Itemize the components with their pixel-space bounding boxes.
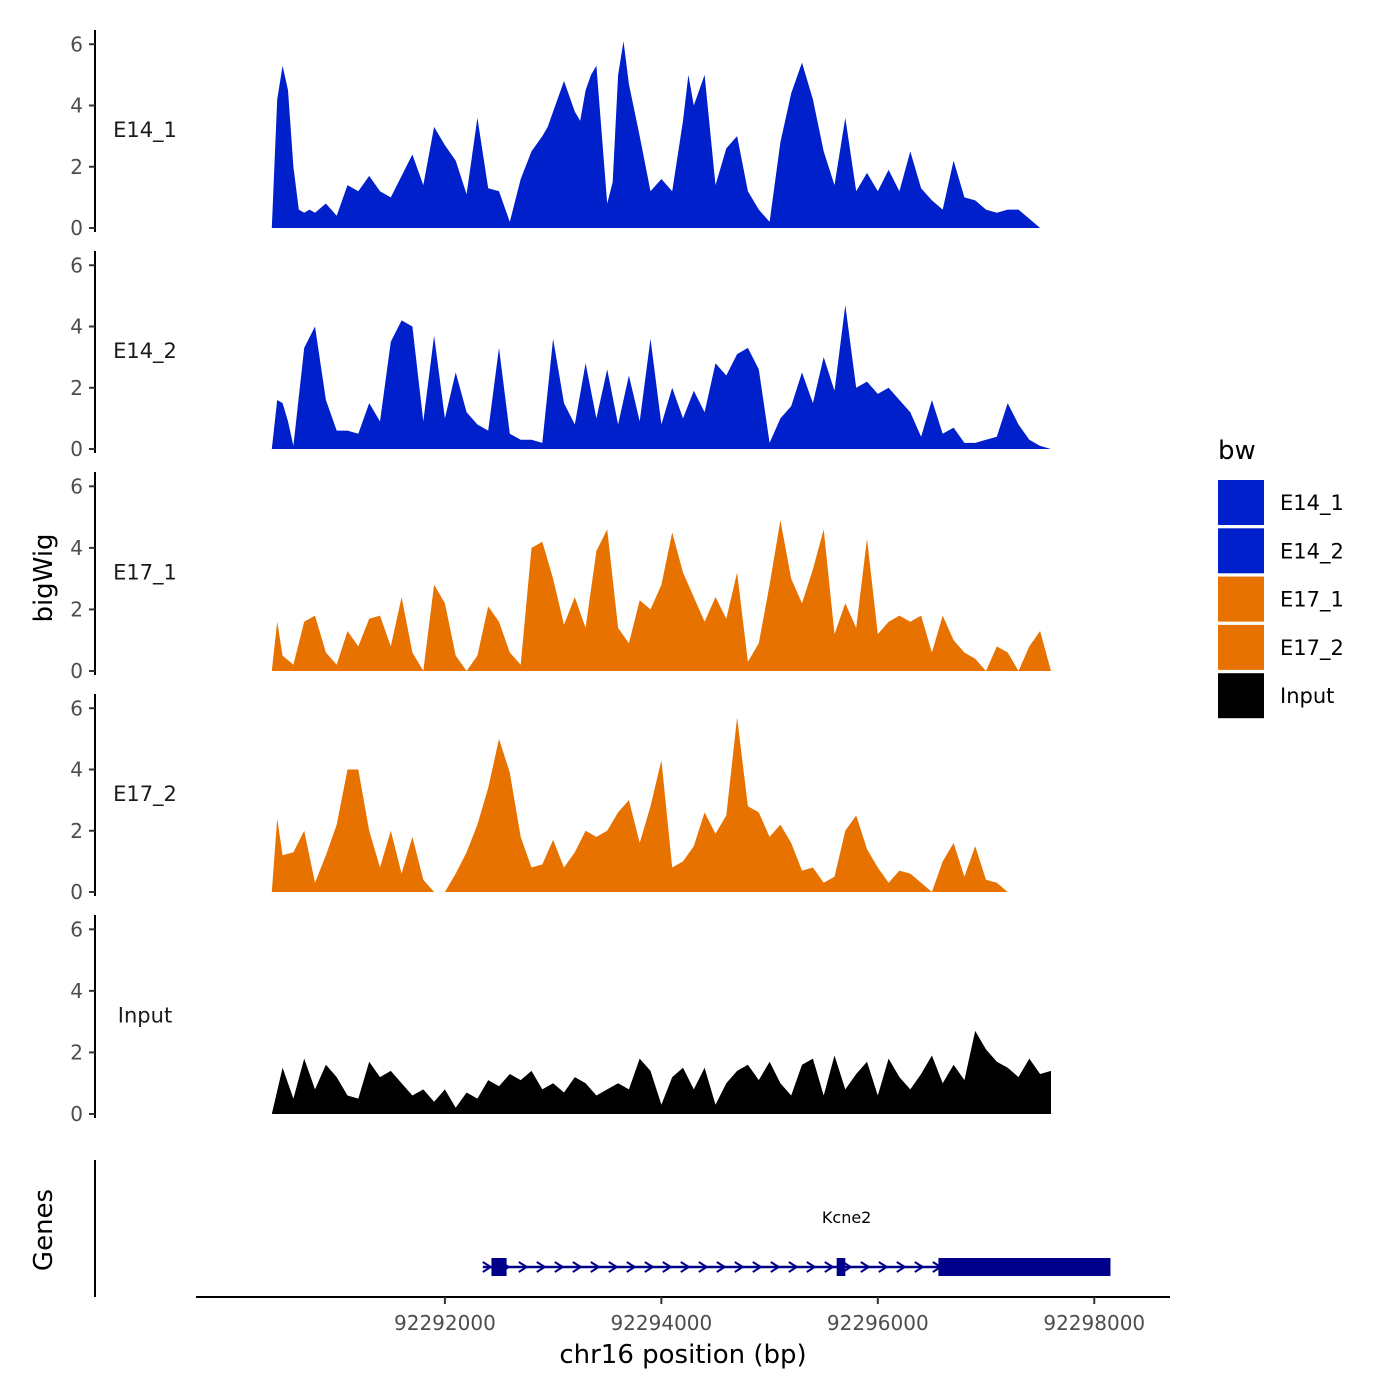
legend-swatch bbox=[1218, 480, 1264, 525]
strand-arrow bbox=[590, 1261, 601, 1273]
legend-label: E14_1 bbox=[1280, 491, 1344, 516]
x-axis-title: chr16 position (bp) bbox=[559, 1340, 806, 1370]
track-label: E17_2 bbox=[113, 782, 177, 807]
track-label: E17_1 bbox=[113, 561, 177, 586]
legend-item-E14_2: E14_2 bbox=[1218, 528, 1344, 574]
strand-arrow bbox=[914, 1261, 925, 1273]
strand-arrow bbox=[572, 1261, 583, 1273]
y-tick-label: 2 bbox=[70, 155, 83, 179]
track-label: E14_1 bbox=[113, 118, 177, 143]
track-E14_1: 0 2 4 6 E14_1 bbox=[70, 30, 1041, 240]
legend-label: E17_2 bbox=[1280, 636, 1344, 661]
track-label: E14_2 bbox=[113, 339, 177, 364]
x-axis: 92292000 92294000 92296000 92298000 bbox=[196, 1296, 1170, 1335]
track-label: Input bbox=[118, 1004, 172, 1028]
strand-arrow bbox=[482, 1261, 493, 1273]
coverage-area-Input bbox=[271, 1030, 1051, 1114]
x-tick-label: 92294000 bbox=[610, 1311, 712, 1335]
y-tick-label: 2 bbox=[70, 376, 83, 400]
strand-arrow bbox=[896, 1261, 907, 1273]
y-tick-label: 6 bbox=[70, 474, 83, 498]
legend-label: E14_2 bbox=[1280, 539, 1344, 564]
strand-arrow bbox=[626, 1261, 637, 1273]
legend-item-E14_1: E14_1 bbox=[1218, 480, 1344, 525]
strand-arrow bbox=[662, 1261, 673, 1273]
y-tick-label: 0 bbox=[70, 216, 83, 240]
legend-item-E17_1: E17_1 bbox=[1218, 576, 1344, 622]
strand-arrow bbox=[536, 1261, 547, 1273]
strand-arrow bbox=[608, 1261, 619, 1273]
coverage-area-E17_2 bbox=[271, 717, 1030, 892]
legend-swatch bbox=[1218, 624, 1264, 670]
strand-arrow bbox=[788, 1261, 799, 1273]
y-tick-label: 4 bbox=[70, 536, 83, 560]
y-tick-label: 4 bbox=[70, 758, 83, 782]
y-tick-label: 6 bbox=[70, 253, 83, 277]
gene-track-title: Genes bbox=[29, 1189, 59, 1271]
track-E17_1: 0 2 4 6 E17_1 bbox=[70, 472, 1051, 683]
legend: bw E14_1 E14_2 E17_1 E17_2 Input bbox=[1218, 436, 1344, 719]
y-tick-label: 4 bbox=[70, 94, 83, 118]
legend-item-E17_2: E17_2 bbox=[1218, 624, 1344, 670]
y-tick-label: 4 bbox=[70, 315, 83, 339]
legend-swatch bbox=[1218, 528, 1264, 574]
x-tick-label: 92296000 bbox=[827, 1311, 929, 1335]
legend-swatch bbox=[1218, 673, 1264, 719]
gene-exon bbox=[836, 1258, 846, 1276]
y-tick-label: 6 bbox=[70, 917, 83, 941]
coverage-area-E14_1 bbox=[271, 41, 1041, 229]
x-tick-label: 92298000 bbox=[1043, 1311, 1145, 1335]
track-Input: 0 2 4 6 Input bbox=[70, 915, 1051, 1126]
gene-exon bbox=[491, 1258, 507, 1276]
legend-swatch bbox=[1218, 576, 1264, 622]
gene-exon bbox=[938, 1258, 1111, 1276]
y-tick-label: 0 bbox=[70, 659, 83, 683]
coverage-area-E14_2 bbox=[271, 305, 1051, 449]
coverage-area-E17_1 bbox=[271, 520, 1051, 671]
y-tick-label: 0 bbox=[70, 880, 83, 904]
track-E14_2: 0 2 4 6 E14_2 bbox=[70, 251, 1051, 461]
strand-arrow bbox=[752, 1261, 763, 1273]
strand-arrow bbox=[770, 1261, 781, 1273]
strand-arrow bbox=[518, 1261, 529, 1273]
strand-arrow bbox=[644, 1261, 655, 1273]
legend-item-Input: Input bbox=[1218, 673, 1334, 719]
strand-arrow bbox=[734, 1261, 745, 1273]
legend-title: bw bbox=[1218, 436, 1256, 466]
legend-label: E17_1 bbox=[1280, 588, 1344, 613]
strand-arrow bbox=[842, 1261, 853, 1273]
y-tick-label: 0 bbox=[70, 1102, 83, 1126]
gene-track: Kcne2 bbox=[94, 1160, 1111, 1297]
y-tick-label: 6 bbox=[70, 32, 83, 56]
gene-Kcne2: Kcne2 bbox=[482, 1208, 1111, 1276]
strand-arrow bbox=[680, 1261, 691, 1273]
x-tick-label: 92292000 bbox=[394, 1311, 496, 1335]
y-tick-label: 6 bbox=[70, 696, 83, 720]
gene-name-label: Kcne2 bbox=[822, 1208, 871, 1227]
coverage-tracks: 0 2 4 6 E14_1 0 2 4 6 E14_2 0 2 4 6 E17_1 0 2 4 6 E17_2 0 2 4 6… bbox=[70, 30, 1051, 1126]
y-tick-label: 0 bbox=[70, 437, 83, 461]
track-E17_2: 0 2 4 6 E17_2 bbox=[70, 694, 1030, 904]
strand-arrow bbox=[806, 1261, 817, 1273]
strand-arrow bbox=[824, 1261, 835, 1273]
strand-arrow bbox=[554, 1261, 565, 1273]
y-tick-label: 2 bbox=[70, 597, 83, 621]
strand-arrow bbox=[698, 1261, 709, 1273]
y-tick-label: 4 bbox=[70, 979, 83, 1003]
strand-arrow bbox=[716, 1261, 727, 1273]
y-axis-title: bigWig bbox=[29, 533, 59, 622]
y-tick-label: 2 bbox=[70, 1040, 83, 1064]
strand-arrow bbox=[860, 1261, 871, 1273]
strand-arrow bbox=[878, 1261, 889, 1273]
y-tick-label: 2 bbox=[70, 819, 83, 843]
legend-label: Input bbox=[1280, 684, 1334, 708]
